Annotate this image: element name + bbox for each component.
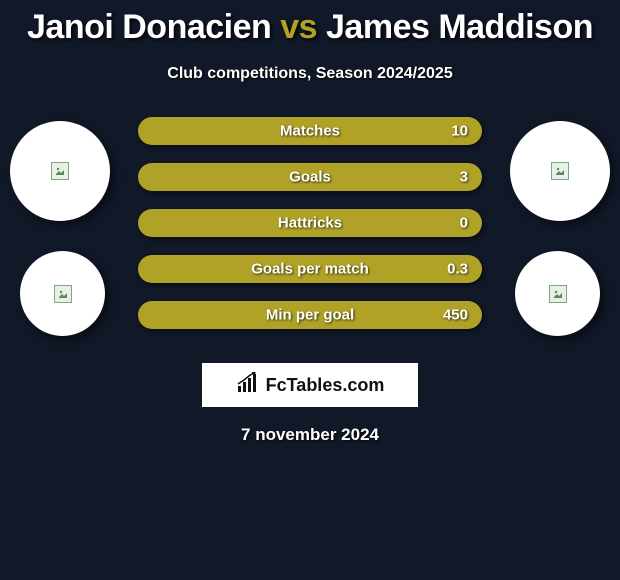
player1-avatar bbox=[10, 121, 110, 221]
title-player2: James Maddison bbox=[326, 8, 593, 46]
stat-bars: Matches 10 Goals 3 Hattricks 0 Goals per… bbox=[138, 117, 482, 347]
subtitle: Club competitions, Season 2024/2025 bbox=[0, 65, 620, 83]
stat-label: Matches bbox=[280, 123, 340, 140]
team1-logo bbox=[20, 251, 105, 336]
team2-logo bbox=[515, 251, 600, 336]
brand-box: FcTables.com bbox=[202, 363, 418, 407]
stat-row: Matches 10 bbox=[138, 117, 482, 145]
comparison-card: Janoi Donacien vs James Maddison Club co… bbox=[0, 0, 620, 445]
image-placeholder-icon bbox=[549, 285, 567, 303]
brand-text: FcTables.com bbox=[266, 375, 385, 396]
date-text: 7 november 2024 bbox=[0, 425, 620, 445]
stat-value: 3 bbox=[460, 169, 468, 186]
stat-label: Goals per match bbox=[251, 261, 369, 278]
stat-value: 0.3 bbox=[447, 261, 468, 278]
stat-row: Goals per match 0.3 bbox=[138, 255, 482, 283]
stat-value: 450 bbox=[443, 307, 468, 324]
stat-value: 0 bbox=[460, 215, 468, 232]
bar-chart-icon bbox=[236, 372, 262, 399]
image-placeholder-icon bbox=[51, 162, 69, 180]
page-title: Janoi Donacien vs James Maddison bbox=[0, 0, 620, 47]
stat-label: Hattricks bbox=[278, 215, 342, 232]
image-placeholder-icon bbox=[551, 162, 569, 180]
stat-label: Goals bbox=[289, 169, 331, 186]
stats-area: Matches 10 Goals 3 Hattricks 0 Goals per… bbox=[0, 121, 620, 351]
stat-row: Min per goal 450 bbox=[138, 301, 482, 329]
image-placeholder-icon bbox=[54, 285, 72, 303]
stat-row: Hattricks 0 bbox=[138, 209, 482, 237]
stat-row: Goals 3 bbox=[138, 163, 482, 191]
stat-label: Min per goal bbox=[266, 307, 354, 324]
stat-value: 10 bbox=[451, 123, 468, 140]
title-player1: Janoi Donacien bbox=[27, 8, 271, 46]
player2-avatar bbox=[510, 121, 610, 221]
title-vs: vs bbox=[280, 8, 317, 46]
